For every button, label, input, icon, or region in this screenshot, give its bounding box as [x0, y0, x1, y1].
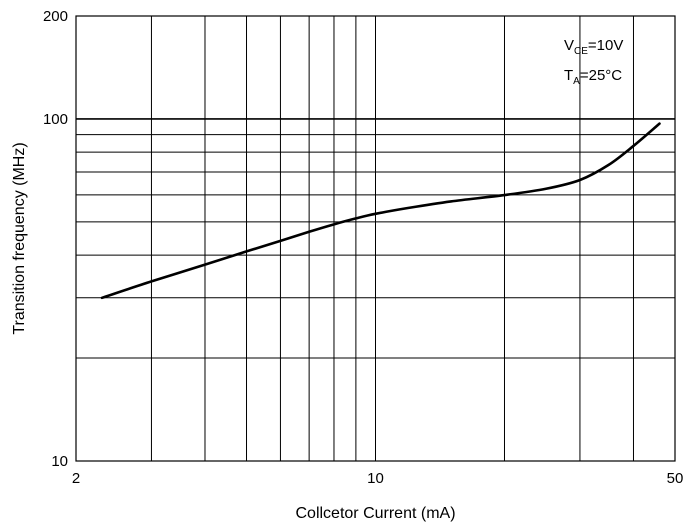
data-series	[100, 122, 661, 300]
series-line	[100, 122, 661, 300]
y-tick-label: 100	[43, 111, 68, 128]
plot-frame	[75, 15, 676, 462]
annotation-vce: VCE=10V	[564, 37, 623, 57]
annotation-ta-sub: A	[573, 76, 580, 87]
annotation-ta: TA=25°C	[564, 67, 622, 87]
x-tick-label: 10	[367, 470, 384, 487]
y-tick-label: 10	[51, 453, 68, 470]
x-axis-title: Collcetor Current (mA)	[295, 505, 455, 522]
y-tick-label: 200	[43, 8, 68, 25]
x-tick-label: 50	[667, 470, 684, 487]
annotation-vce-rest: =10V	[588, 37, 623, 54]
annotation-vce-main: V	[564, 37, 574, 54]
annotation-ta-main: T	[564, 67, 573, 84]
annotation-vce-sub: CE	[574, 46, 588, 57]
grid-lines	[76, 16, 675, 461]
annotation-ta-rest: =25°C	[580, 67, 622, 84]
x-tick-label: 2	[72, 470, 80, 487]
y-axis-title: Transition frequency (MHz)	[11, 142, 28, 334]
